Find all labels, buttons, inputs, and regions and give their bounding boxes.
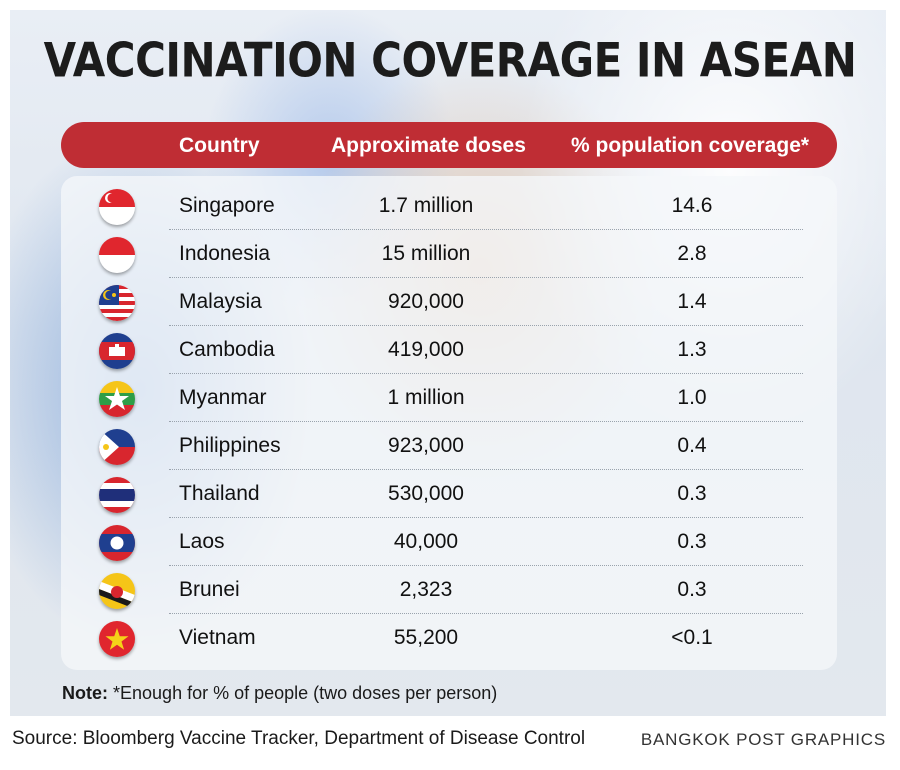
coverage-value: 1.4 <box>677 290 707 313</box>
country-name: Myanmar <box>179 386 267 409</box>
country-name: Malaysia <box>179 290 262 313</box>
row-divider <box>169 421 803 422</box>
footnote: Note: *Enough for % of people (two doses… <box>62 683 497 704</box>
column-header-doses: Approximate doses <box>331 134 526 157</box>
row-divider <box>169 277 803 278</box>
country-name: Brunei <box>179 578 240 601</box>
indonesia-flag-icon <box>99 237 135 273</box>
doses-value: 55,200 <box>393 626 459 649</box>
table-body: Singapore 1.7 million 14.6 Indonesia 15 … <box>61 176 837 670</box>
table-row: Philippines 923,000 0.4 <box>61 422 837 470</box>
doses-value: 1.7 million <box>378 194 474 217</box>
doses-value: 15 million <box>381 242 471 265</box>
table-header: Country Approximate doses % population c… <box>61 122 837 168</box>
row-divider <box>169 613 803 614</box>
country-name: Singapore <box>179 194 275 217</box>
row-divider <box>169 517 803 518</box>
thailand-flag-icon <box>99 477 135 513</box>
brunei-flag-icon <box>99 573 135 609</box>
doses-value: 419,000 <box>388 338 464 361</box>
coverage-value: 0.4 <box>677 434 707 457</box>
malaysia-flag-icon <box>99 285 135 321</box>
row-divider <box>169 373 803 374</box>
country-name: Laos <box>179 530 225 553</box>
note-label: Note: <box>62 683 108 703</box>
note-text: *Enough for % of people (two doses per p… <box>113 683 498 703</box>
laos-flag-icon <box>99 525 135 561</box>
table-row: Malaysia 920,000 1.4 <box>61 278 837 326</box>
country-name: Philippines <box>179 434 281 457</box>
row-divider <box>169 325 803 326</box>
country-name: Cambodia <box>179 338 275 361</box>
coverage-value: 1.0 <box>677 386 707 409</box>
table-row: Vietnam 55,200 <0.1 <box>61 614 837 662</box>
table-row: Thailand 530,000 0.3 <box>61 470 837 518</box>
row-divider <box>169 565 803 566</box>
vietnam-flag-icon <box>99 621 135 657</box>
doses-value: 40,000 <box>393 530 459 553</box>
coverage-value: <0.1 <box>671 626 713 649</box>
column-header-coverage: % population coverage* <box>571 134 810 157</box>
table-row: Laos 40,000 0.3 <box>61 518 837 566</box>
coverage-value: 0.3 <box>677 530 707 553</box>
source-text: Source: Bloomberg Vaccine Tracker, Depar… <box>12 728 586 749</box>
country-name: Thailand <box>179 482 260 505</box>
doses-value: 530,000 <box>388 482 464 505</box>
country-name: Vietnam <box>179 626 256 649</box>
singapore-flag-icon <box>99 189 135 225</box>
doses-value: 1 million <box>387 386 465 409</box>
row-divider <box>169 229 803 230</box>
coverage-value: 1.3 <box>677 338 707 361</box>
doses-value: 920,000 <box>388 290 464 313</box>
myanmar-flag-icon <box>99 381 135 417</box>
philippines-flag-icon <box>99 429 135 465</box>
doses-value: 2,323 <box>399 578 453 601</box>
table-row: Indonesia 15 million 2.8 <box>61 230 837 278</box>
column-header-country: Country <box>179 134 260 157</box>
table-row: Myanmar 1 million 1.0 <box>61 374 837 422</box>
coverage-value: 2.8 <box>677 242 707 265</box>
table-row: Singapore 1.7 million 14.6 <box>61 182 837 230</box>
coverage-value: 0.3 <box>677 578 707 601</box>
row-divider <box>169 469 803 470</box>
country-name: Indonesia <box>179 242 271 265</box>
chart-title: VACCINATION COVERAGE IN ASEAN <box>43 33 857 88</box>
doses-value: 923,000 <box>388 434 464 457</box>
credit-text: BANGKOK POST GRAPHICS <box>640 730 886 749</box>
cambodia-flag-icon <box>99 333 135 369</box>
coverage-value: 0.3 <box>677 482 707 505</box>
table-row: Brunei 2,323 0.3 <box>61 566 837 614</box>
table-row: Cambodia 419,000 1.3 <box>61 326 837 374</box>
coverage-value: 14.6 <box>671 194 713 217</box>
